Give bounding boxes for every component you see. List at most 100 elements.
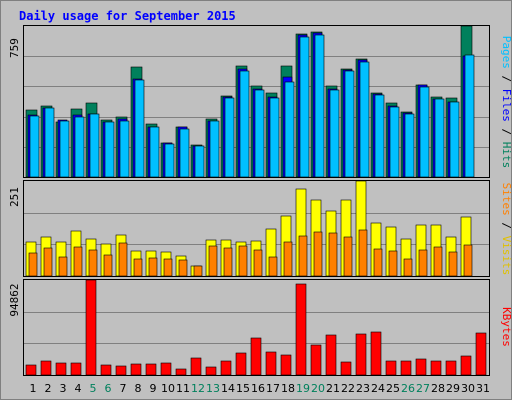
x-tick-label: 27 — [416, 382, 430, 395]
kbytes-bar — [25, 364, 37, 376]
x-tick-label: 19 — [296, 382, 310, 395]
kbytes-bar — [265, 351, 277, 376]
kbytes-bar — [130, 363, 142, 376]
legend-pages: Pages — [500, 36, 512, 69]
sites-bar — [118, 242, 128, 277]
kbytes-bar — [55, 362, 67, 376]
kbytes-bar — [385, 360, 397, 376]
pages-bar — [419, 86, 430, 178]
x-tick-label: 6 — [105, 382, 112, 395]
kbytes-bar — [340, 361, 352, 376]
pages-bar — [59, 120, 70, 178]
kbytes-bar — [445, 360, 457, 376]
kbytes-bar — [355, 333, 367, 376]
x-tick-label: 18 — [281, 382, 295, 395]
sites-bar — [223, 247, 233, 277]
x-tick-label: 21 — [326, 382, 340, 395]
kbytes-bar — [475, 332, 487, 376]
pages-bar — [299, 36, 310, 178]
x-tick-label: 11 — [176, 382, 190, 395]
pages-bar — [374, 94, 385, 178]
pages-bar — [449, 101, 460, 178]
pages-bar — [329, 89, 340, 178]
x-tick-label: 10 — [161, 382, 175, 395]
x-tick-label: 31 — [476, 382, 490, 395]
pages-bar — [134, 79, 145, 178]
pages-bar — [149, 126, 160, 178]
kbytes-bar — [295, 283, 307, 376]
x-tick-label: 29 — [446, 382, 460, 395]
sites-bar — [253, 249, 263, 277]
x-tick-label: 13 — [206, 382, 220, 395]
kbytes-bar — [370, 331, 382, 376]
x-tick-label: 25 — [386, 382, 400, 395]
sites-bar — [418, 249, 428, 277]
x-tick-label: 1 — [30, 382, 37, 395]
sites-bar — [238, 245, 248, 277]
pages-bar — [194, 145, 205, 178]
pages-bar — [404, 113, 415, 178]
kbytes-bar — [205, 366, 217, 376]
kbytes-bar — [40, 360, 52, 376]
sites-bar — [343, 236, 353, 277]
sites-bar — [28, 252, 38, 277]
sites-bar — [178, 259, 188, 277]
pages-bar — [224, 97, 235, 178]
x-tick-label: 26 — [401, 382, 415, 395]
pages-bar — [434, 98, 445, 178]
x-tick-label: 23 — [356, 382, 370, 395]
sites-bar — [373, 248, 383, 277]
x-tick-label: 24 — [371, 382, 385, 395]
sites-bar — [73, 246, 83, 277]
kbytes-bar — [325, 334, 337, 376]
x-tick-label: 4 — [75, 382, 82, 395]
kbytes-bar — [70, 362, 82, 376]
sites-bar — [268, 256, 278, 277]
sites-bar — [163, 258, 173, 277]
pages-bar — [359, 61, 370, 178]
kbytes-bar — [175, 368, 187, 376]
hits-legend: Pages / Files / Hits — [500, 36, 512, 169]
x-tick-label: 14 — [221, 382, 235, 395]
kbytes-bar — [190, 357, 202, 376]
x-tick-label: 17 — [266, 382, 280, 395]
kbytes-bar — [220, 360, 232, 376]
sites-bar — [463, 244, 473, 277]
x-tick-label: 28 — [431, 382, 445, 395]
sites-bar — [403, 258, 413, 277]
legend-sites: Sites — [500, 183, 512, 216]
x-tick-label: 2 — [45, 382, 52, 395]
kbytes-bar — [100, 364, 112, 376]
pages-bar — [209, 120, 220, 178]
sites-bar — [133, 258, 143, 277]
pages-bar — [254, 89, 265, 178]
sites-bar — [433, 246, 443, 277]
legend-hits: Hits — [500, 142, 512, 169]
kbytes-bar — [115, 365, 127, 376]
visits-ymax-label: 251 — [8, 187, 21, 207]
pages-bar — [344, 70, 355, 178]
x-tick-label: 9 — [150, 382, 157, 395]
kbytes-bar — [430, 360, 442, 376]
hits-ymax-label: 759 — [8, 38, 21, 58]
legend-kbytes: KBytes — [500, 307, 512, 347]
visits-legend: Sites / Visits — [500, 183, 512, 276]
kbytes-bar — [415, 358, 427, 376]
chart-bars — [25, 25, 487, 376]
sites-bar — [58, 256, 68, 277]
sites-bar — [388, 250, 398, 277]
pages-bar — [164, 143, 175, 178]
kbytes-bar — [400, 360, 412, 376]
sites-bar — [358, 229, 368, 277]
x-tick-label: 22 — [341, 382, 355, 395]
pages-bar — [74, 116, 85, 178]
sites-bar — [148, 257, 158, 277]
x-tick-label: 7 — [120, 382, 127, 395]
pages-bar — [239, 70, 250, 178]
kbytes-bar — [250, 337, 262, 376]
sites-bar — [298, 235, 308, 277]
chart-title: Daily usage for September 2015 — [19, 9, 236, 23]
kbytes-bar — [85, 279, 97, 376]
